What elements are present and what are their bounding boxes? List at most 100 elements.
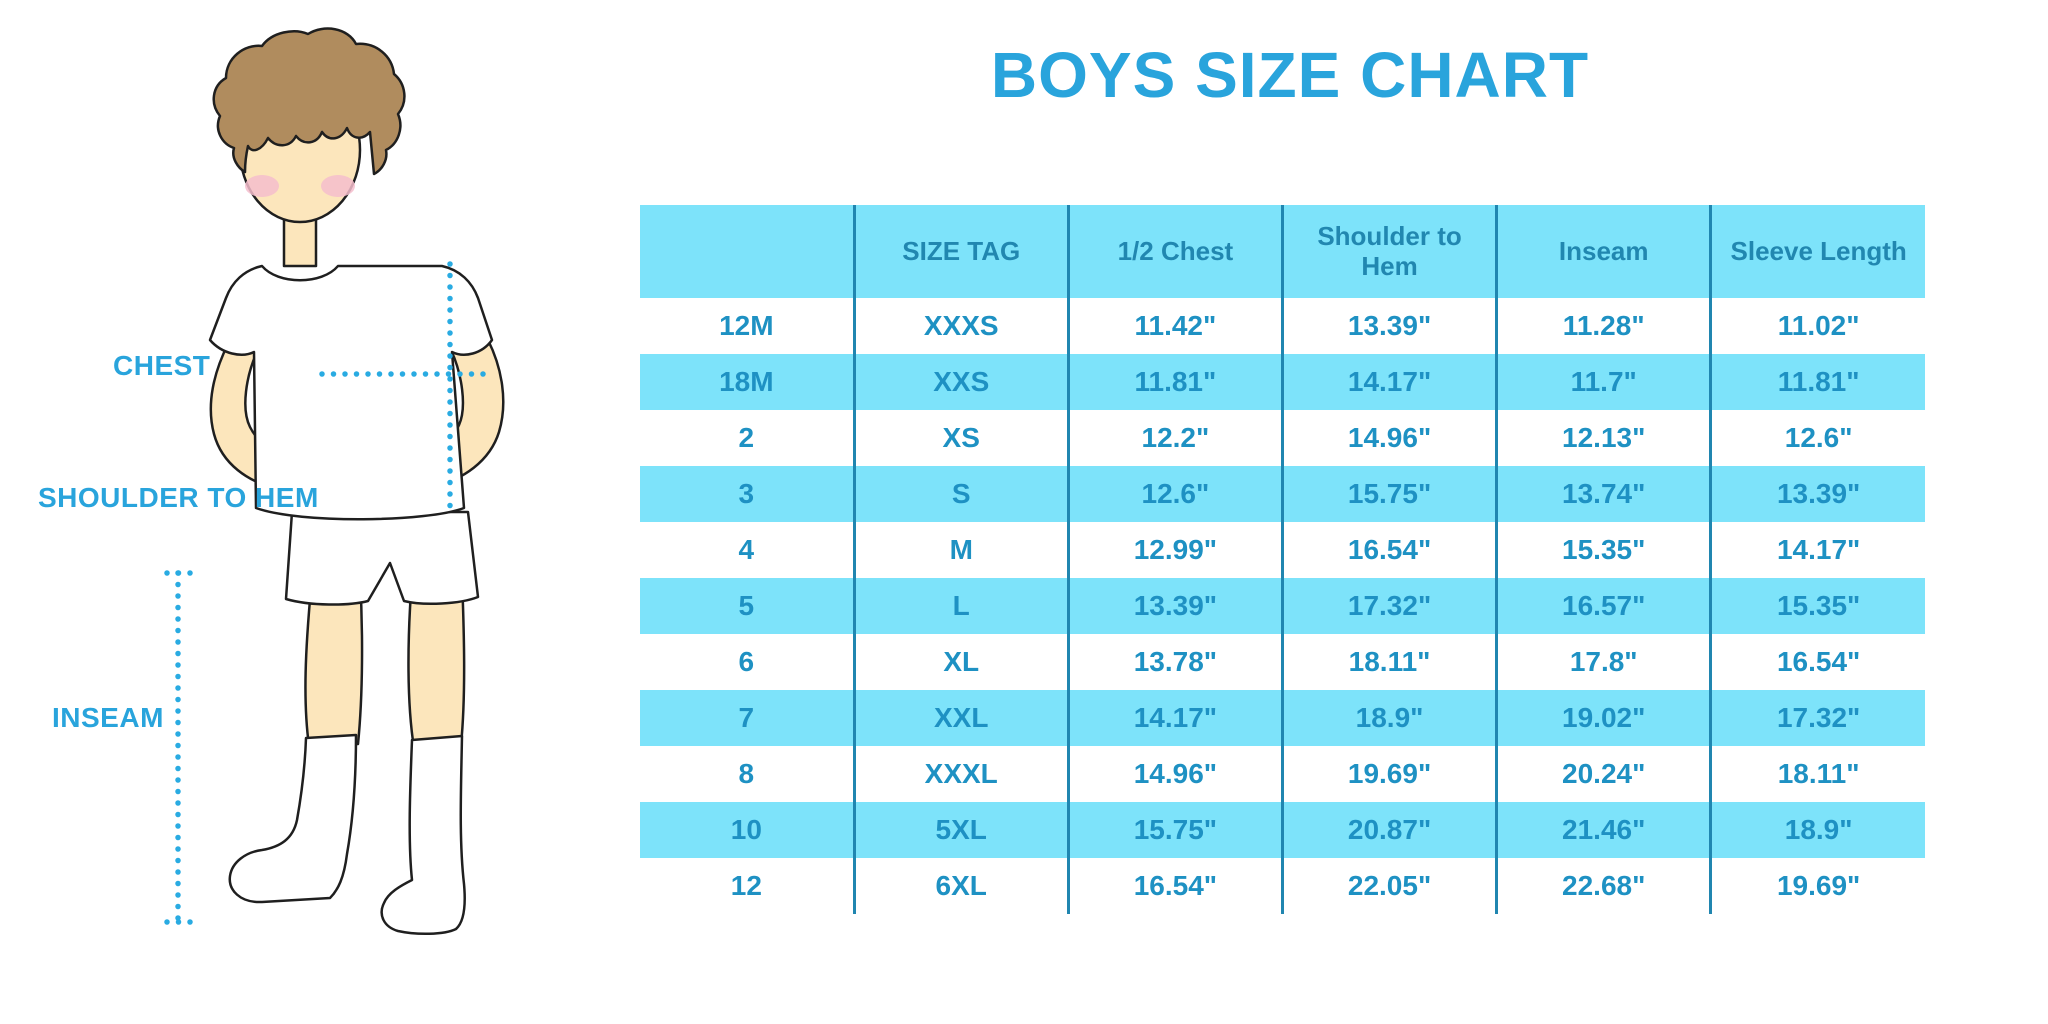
- table-cell: 6XL: [852, 858, 1069, 914]
- table-cell: 13.74": [1495, 466, 1711, 522]
- table-cell: 14.17": [1066, 690, 1283, 746]
- boy-left-cheek-blush: [245, 175, 279, 197]
- table-cell: 13.39": [1280, 298, 1497, 354]
- header-cell-inseam: Inseam: [1495, 205, 1711, 298]
- table-cell: 2: [738, 422, 755, 453]
- table-cell: 15.75": [1280, 466, 1497, 522]
- table-cell: 19.69": [1709, 858, 1925, 914]
- header-cell-shoulder-to-hem: Shoulder to Hem: [1280, 205, 1497, 298]
- table-cell: 16.54": [1280, 522, 1497, 578]
- table-cell: XL: [852, 634, 1069, 690]
- table-cell: 16.54": [1066, 858, 1283, 914]
- table-cell: 12.2": [1066, 410, 1283, 466]
- header-cell-sleeve-length: Sleeve Length: [1709, 205, 1925, 298]
- table-cell: 12.13": [1495, 410, 1711, 466]
- table-cell: 6: [738, 646, 755, 677]
- table-cell: 8: [738, 758, 755, 789]
- table-cell: 15.35": [1495, 522, 1711, 578]
- table-cell: 21.46": [1495, 802, 1711, 858]
- table-cell: 22.05": [1280, 858, 1497, 914]
- chest-label: CHEST: [113, 350, 211, 381]
- table-cell: XXL: [852, 690, 1069, 746]
- table-cell: XS: [852, 410, 1069, 466]
- boy-left-sock: [228, 733, 358, 904]
- table-cell: 11.7": [1495, 354, 1711, 410]
- table-cell: 16.54": [1709, 634, 1925, 690]
- table-cell: 18.9": [1280, 690, 1497, 746]
- table-cell: 12.6": [1066, 466, 1283, 522]
- table-cell: 13.39": [1709, 466, 1925, 522]
- table-cell: 10: [640, 802, 855, 858]
- table-row: 7 XXL 14.17" 18.9" 19.02" 17.32": [640, 690, 1925, 746]
- table-row: 2 XS 12.2" 14.96" 12.13" 12.6": [640, 410, 1925, 466]
- boy-shirt: [208, 264, 494, 521]
- size-table: SIZE TAG 1/2 Chest Shoulder to Hem Insea…: [640, 205, 1925, 914]
- table-cell: 16.57": [1495, 578, 1711, 634]
- table-cell: XXXL: [852, 746, 1069, 802]
- table-cell: 11.42": [1066, 298, 1283, 354]
- table-row: 6 XL 13.78" 18.11" 17.8" 16.54": [640, 634, 1925, 690]
- table-cell: 20.87": [1280, 802, 1497, 858]
- table-cell: 14.96": [1066, 746, 1283, 802]
- table-row: 8 XXXL 14.96" 19.69" 20.24" 18.11": [640, 746, 1925, 802]
- table-cell: 12.6": [1709, 410, 1925, 466]
- header-cell-size-tag: SIZE TAG: [852, 205, 1069, 298]
- table-cell: 20.24": [1495, 746, 1711, 802]
- table-row: 12 6XL 16.54" 22.05" 22.68" 19.69": [640, 858, 1925, 914]
- table-cell: 19.69": [1280, 746, 1497, 802]
- inseam-label: INSEAM: [52, 702, 164, 733]
- table-cell: 11.02": [1709, 298, 1925, 354]
- table-row: 10 5XL 15.75" 20.87" 21.46" 18.9": [640, 802, 1925, 858]
- table-cell: 14.17": [1280, 354, 1497, 410]
- table-cell: 3: [640, 466, 855, 522]
- table-cell: 18.11": [1709, 746, 1925, 802]
- size-table-header: SIZE TAG 1/2 Chest Shoulder to Hem Insea…: [640, 205, 1925, 298]
- table-cell: 18.11": [1280, 634, 1497, 690]
- table-cell: 18M: [640, 354, 855, 410]
- table-cell: 15.75": [1066, 802, 1283, 858]
- page-title: BOYS SIZE CHART: [990, 39, 1590, 111]
- table-cell: 12.99": [1066, 522, 1283, 578]
- table-cell: S: [852, 466, 1069, 522]
- header-row: SIZE TAG 1/2 Chest Shoulder to Hem Insea…: [640, 205, 1925, 298]
- table-row: 5 L 13.39" 17.32" 16.57" 15.35": [640, 578, 1925, 634]
- table-cell: 11.81": [1066, 354, 1283, 410]
- table-cell: 18.9": [1709, 802, 1925, 858]
- table-cell: 15.35": [1709, 578, 1925, 634]
- table-cell: 5: [640, 578, 855, 634]
- table-cell: 4: [738, 534, 755, 565]
- table-cell: 7: [640, 690, 855, 746]
- table-cell: XXS: [852, 354, 1069, 410]
- table-cell: 5XL: [852, 802, 1069, 858]
- table-cell: 12M: [719, 310, 774, 341]
- table-cell: L: [852, 578, 1069, 634]
- table-cell: M: [852, 522, 1069, 578]
- table-row: 3 S 12.6" 15.75" 13.74" 13.39": [640, 466, 1925, 522]
- table-cell: 17.32": [1709, 690, 1925, 746]
- table-cell: 14.96": [1280, 410, 1497, 466]
- size-table-body: 12M XXXS 11.42" 13.39" 11.28" 11.02" 18M XXS 11.…: [640, 298, 1925, 914]
- table-row: 4 M 12.99" 16.54" 15.35" 14.17": [640, 522, 1925, 578]
- boy-shorts: [284, 510, 480, 606]
- table-cell: 19.02": [1495, 690, 1711, 746]
- table-cell: 13.39": [1066, 578, 1283, 634]
- boy-hair: [212, 27, 406, 176]
- table-cell: 12: [730, 870, 762, 901]
- boy-left-leg: [304, 576, 364, 748]
- table-cell: 13.78": [1066, 634, 1283, 690]
- table-row: 18M XXS 11.81" 14.17" 11.7" 11.81": [640, 354, 1925, 410]
- boy-illustration: [164, 27, 505, 935]
- table-row: 12M XXXS 11.42" 13.39" 11.28" 11.02": [640, 298, 1925, 354]
- table-cell: 14.17": [1709, 522, 1925, 578]
- header-cell-size: [640, 205, 855, 298]
- table-cell: 11.81": [1709, 354, 1925, 410]
- boy-right-sock: [380, 734, 466, 935]
- table-cell: 11.28": [1495, 298, 1711, 354]
- boy-right-cheek-blush: [321, 175, 355, 197]
- table-cell: 17.8": [1495, 634, 1711, 690]
- table-cell: XXXS: [852, 298, 1069, 354]
- table-cell: 17.32": [1280, 578, 1497, 634]
- shoulder-to-hem-label: SHOULDER TO HEM: [38, 482, 319, 513]
- header-cell-half-chest: 1/2 Chest: [1066, 205, 1283, 298]
